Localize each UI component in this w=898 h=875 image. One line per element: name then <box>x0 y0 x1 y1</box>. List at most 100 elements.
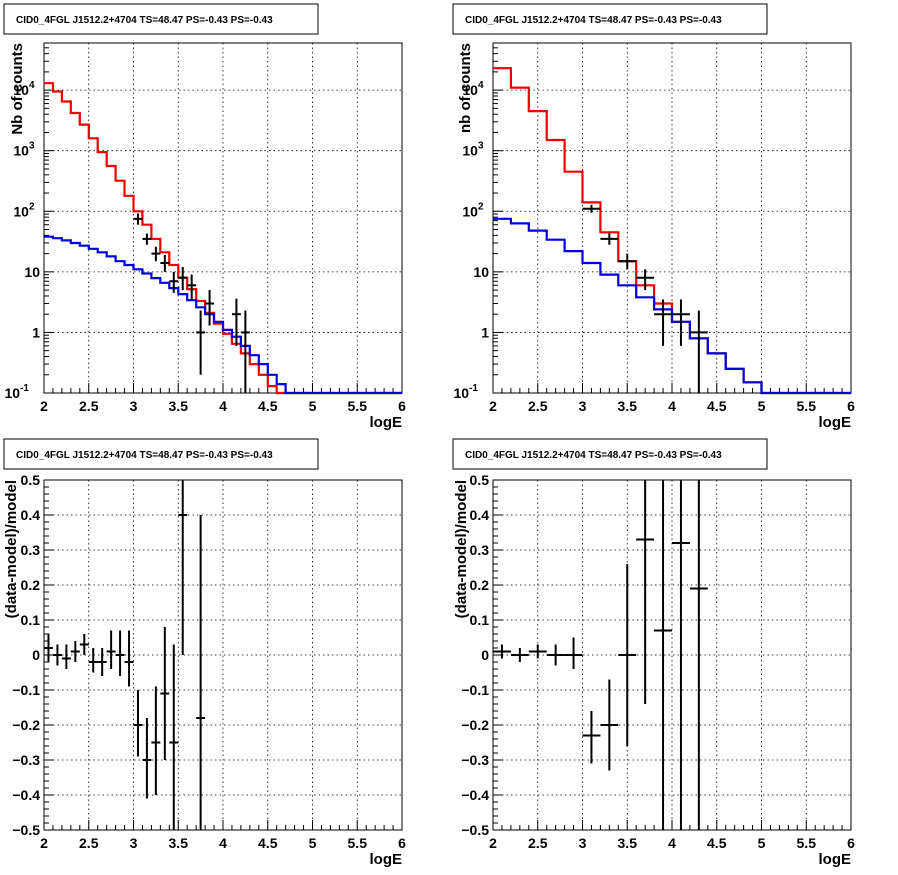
y-tick-label: 103 <box>13 141 35 159</box>
y-tick-label: −0.1 <box>461 682 489 698</box>
y-tick-base: 0.3 <box>21 542 41 558</box>
x-tick-label: 4 <box>219 835 227 851</box>
x-tick-label: 4.5 <box>258 398 278 414</box>
x-axis-label: logE <box>819 851 852 868</box>
y-tick-base: 10 <box>473 264 489 280</box>
data-point <box>510 648 529 662</box>
y-tick-base: 1 <box>481 324 489 340</box>
x-tick-label: 4.5 <box>707 398 727 414</box>
x-tick-label: 6 <box>847 398 855 414</box>
chart-title: CID0_4FGL J1512.2+4704 TS=48.47 PS=-0.43… <box>465 15 722 26</box>
data-point <box>689 310 708 393</box>
data-point <box>636 269 655 291</box>
y-tick-label: 104 <box>462 80 484 98</box>
data-point <box>70 641 80 662</box>
data-point <box>564 637 583 669</box>
y-tick-base: 10 <box>13 143 29 159</box>
y-tick-label: 104 <box>13 80 35 98</box>
x-tick-label: 2 <box>489 398 497 414</box>
data-point <box>115 630 125 676</box>
y-tick-base: 1 <box>32 324 40 340</box>
title-box <box>3 3 319 35</box>
x-tick-label: 5 <box>309 835 317 851</box>
data-point <box>528 644 547 659</box>
y-tick-label: 1 <box>481 324 489 340</box>
data-point <box>169 644 179 830</box>
data-point <box>151 686 161 795</box>
data-point <box>160 627 170 760</box>
y-tick-label: 102 <box>462 201 484 219</box>
chart-title: CID0_4FGL J1512.2+4704 TS=48.47 PS=-0.43… <box>16 450 273 461</box>
y-tick-base: 10 <box>454 385 470 401</box>
y-tick-label: 10-1 <box>454 383 479 401</box>
y-axis-label: (data-model)/model <box>453 480 470 618</box>
y-tick-base: 10 <box>13 203 29 219</box>
y-tick-label: 10 <box>24 264 40 280</box>
y-tick-label: 1 <box>32 324 40 340</box>
y-tick-base: −0.5 <box>12 822 40 838</box>
x-tick-label: 5 <box>758 835 766 851</box>
x-tick-label: 3.5 <box>618 835 638 851</box>
y-tick-exponent: -1 <box>469 383 478 394</box>
data-point <box>493 644 511 659</box>
data-point <box>133 690 143 757</box>
y-tick-base: 0.1 <box>470 612 490 628</box>
y-tick-base: 0.5 <box>21 472 41 488</box>
data-point <box>142 233 152 245</box>
x-tick-label: 5.5 <box>797 398 817 414</box>
y-tick-label: 0 <box>481 647 489 663</box>
x-tick-label: 5.5 <box>348 398 368 414</box>
y-tick-label: 0.4 <box>470 507 490 523</box>
y-tick-label: 0.1 <box>21 612 41 628</box>
y-tick-base: 0.2 <box>21 577 41 593</box>
x-tick-label: 2.5 <box>79 835 99 851</box>
y-tick-label: 103 <box>462 141 484 159</box>
data-point <box>672 299 690 346</box>
data-point <box>654 480 672 830</box>
y-tick-base: −0.2 <box>461 717 489 733</box>
y-tick-label: 0.4 <box>21 507 41 523</box>
y-tick-base: 10 <box>462 82 478 98</box>
y-tick-base: −0.3 <box>12 752 40 768</box>
data-point <box>240 310 250 393</box>
y-tick-label: 0.5 <box>21 472 41 488</box>
data-point <box>654 299 672 346</box>
y-tick-exponent: -1 <box>20 383 29 394</box>
data-point <box>672 480 690 830</box>
y-tick-exponent: 4 <box>478 80 484 91</box>
data-point <box>97 648 107 676</box>
x-tick-label: 5 <box>309 398 317 414</box>
y-tick-base: 10 <box>13 82 29 98</box>
x-tick-label: 3 <box>579 398 587 414</box>
x-tick-label: 3 <box>130 398 138 414</box>
data-point <box>636 480 655 704</box>
data-point <box>61 644 71 669</box>
data-point <box>600 679 619 771</box>
y-tick-label: −0.3 <box>461 752 489 768</box>
y-tick-base: −0.4 <box>12 787 40 803</box>
x-tick-label: 6 <box>398 835 406 851</box>
data-point <box>124 630 134 687</box>
chart-panel-1: CID0_4FGL J1512.2+4704 TS=48.47 PS=-0.43… <box>3 3 406 431</box>
y-tick-base: 0.4 <box>21 507 41 523</box>
y-tick-label: 0.3 <box>21 542 41 558</box>
data-point <box>582 204 601 213</box>
y-tick-base: −0.2 <box>12 717 40 733</box>
data-point <box>196 310 206 375</box>
x-tick-label: 5.5 <box>797 835 817 851</box>
chart-panel-3: CID0_4FGL J1512.2+4704 TS=48.47 PS=-0.43… <box>3 438 406 868</box>
data-point <box>582 711 601 764</box>
y-tick-label: −0.4 <box>461 787 489 803</box>
y-tick-label: 0 <box>32 647 40 663</box>
source-model-histogram <box>44 235 402 395</box>
x-tick-label: 2.5 <box>528 835 548 851</box>
chart-panel-4: CID0_4FGL J1512.2+4704 TS=48.47 PS=-0.43… <box>452 438 855 868</box>
x-tick-label: 3.5 <box>169 398 189 414</box>
data-point <box>196 515 206 830</box>
y-tick-base: 10 <box>462 143 478 159</box>
x-tick-label: 5.5 <box>348 835 368 851</box>
data-point <box>618 564 637 746</box>
x-axis-label: logE <box>370 851 403 868</box>
y-tick-label: −0.5 <box>461 822 489 838</box>
data-point <box>178 267 188 291</box>
